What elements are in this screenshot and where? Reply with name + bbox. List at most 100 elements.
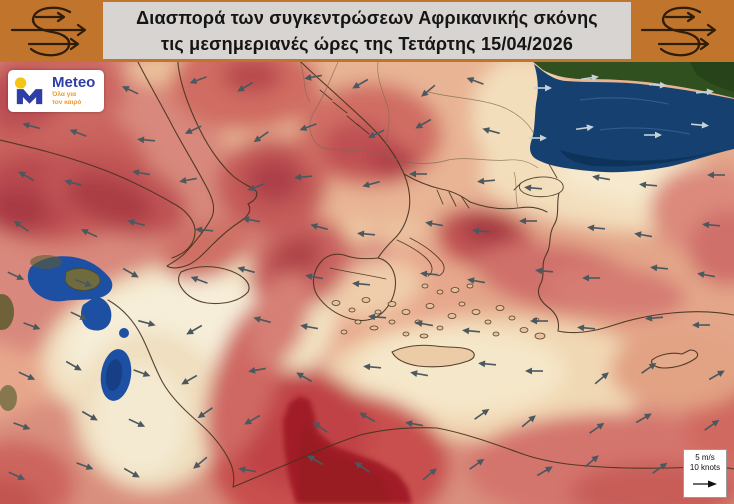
turkey-south-coast bbox=[557, 311, 734, 334]
wind-arrow bbox=[69, 129, 87, 137]
wind-arrow bbox=[121, 86, 139, 95]
wind-arrow bbox=[477, 177, 496, 185]
meteo-logo-name: Meteo bbox=[52, 74, 96, 91]
wind-arrow bbox=[695, 88, 714, 96]
wind-arrow bbox=[247, 183, 265, 191]
wind-arrow bbox=[409, 170, 427, 178]
wind-arrow bbox=[253, 131, 269, 143]
wind-arrow-layer bbox=[7, 73, 725, 481]
north-aegean-coast bbox=[403, 173, 548, 213]
wind-arrow bbox=[179, 176, 198, 184]
wind-arrow bbox=[648, 81, 667, 89]
wind-arrow bbox=[482, 127, 500, 135]
wind-arrow bbox=[521, 415, 536, 428]
crete-coast bbox=[391, 344, 475, 368]
wind-arrow bbox=[305, 273, 324, 281]
wind-arrow bbox=[253, 316, 271, 324]
wind-arrow bbox=[536, 466, 553, 477]
wind-arrow bbox=[466, 77, 484, 85]
wind-arrow bbox=[312, 421, 328, 433]
italy-coast bbox=[137, 62, 258, 269]
wind-arrow bbox=[594, 372, 609, 385]
greece-peloponnese-coast bbox=[312, 235, 398, 322]
country-borders bbox=[299, 62, 539, 209]
wind-arrow bbox=[367, 129, 385, 138]
wind-arrow bbox=[645, 314, 664, 322]
wind-arrow bbox=[132, 169, 151, 177]
wind-arrow bbox=[697, 271, 716, 279]
black-sea-north-coast-land bbox=[533, 62, 734, 98]
wind-arrow bbox=[362, 180, 380, 188]
black-sea bbox=[530, 64, 734, 173]
wind-arrow bbox=[635, 413, 652, 424]
wind-arrow bbox=[530, 317, 548, 325]
wind-arrow bbox=[690, 121, 709, 129]
wind-arrow bbox=[534, 84, 552, 92]
wind-arrow bbox=[368, 313, 387, 321]
meteo-logo: Meteo Όλα για τον καιρό bbox=[8, 70, 105, 112]
wind-arrow bbox=[138, 319, 156, 327]
wind-arrow bbox=[181, 374, 198, 385]
black-sea-region bbox=[530, 62, 734, 173]
wind-arrow bbox=[415, 118, 432, 129]
wind-arrow bbox=[584, 455, 599, 468]
wind-arrow bbox=[23, 322, 41, 330]
wind-arrow bbox=[299, 123, 317, 131]
wind-arrow bbox=[296, 372, 313, 383]
wind-arrow bbox=[310, 223, 328, 231]
wind-arrow bbox=[8, 471, 26, 480]
wind-arrow bbox=[592, 174, 611, 182]
wind-arrow bbox=[18, 371, 36, 380]
wind-arrow bbox=[704, 419, 720, 431]
wind-arrow bbox=[307, 455, 324, 466]
meteo-logo-tagline-line2: τον καιρό bbox=[52, 98, 82, 106]
adriatic-coast bbox=[300, 62, 411, 237]
wind-arrow bbox=[641, 362, 657, 374]
wind-arrow bbox=[575, 124, 594, 132]
wind-arrow bbox=[304, 73, 323, 81]
wind-arrow bbox=[359, 412, 376, 423]
wind-arrow bbox=[13, 422, 31, 430]
wind-arrow bbox=[405, 420, 424, 428]
wind-arrow bbox=[237, 266, 255, 274]
wind-arrow bbox=[238, 466, 257, 474]
wind-arrow bbox=[357, 230, 376, 238]
wind-arrow bbox=[190, 276, 208, 284]
wind-arrow bbox=[587, 224, 606, 232]
turkey-west-coast bbox=[537, 192, 560, 332]
wind-arrow bbox=[415, 320, 434, 328]
wind-arrow bbox=[18, 171, 35, 182]
wind-arrow bbox=[64, 179, 82, 187]
wind-arrow bbox=[707, 171, 725, 179]
wind-arrow bbox=[644, 131, 662, 139]
wind-arrow bbox=[123, 467, 140, 478]
wind-arrow bbox=[237, 81, 254, 92]
wind-arrow bbox=[294, 173, 313, 181]
wind-arrow bbox=[363, 363, 382, 371]
map-title-line1: Διασπορά των συγκεντρώσεων Αφρικανικής σ… bbox=[136, 7, 598, 28]
wind-arrow bbox=[472, 227, 491, 235]
wind-arrow bbox=[352, 78, 369, 89]
wind-arrow bbox=[469, 458, 485, 470]
wind-arrow bbox=[474, 408, 490, 420]
wind-arrow bbox=[708, 370, 725, 381]
wind-arrow bbox=[76, 462, 94, 470]
dust-dispersion-logo-right-icon bbox=[636, 3, 728, 59]
legend-wind-arrow-icon bbox=[693, 480, 717, 488]
wind-arrow bbox=[7, 271, 25, 280]
wind-arrow bbox=[420, 270, 439, 278]
wind-arrow bbox=[467, 277, 486, 285]
dust-forecast-map: Meteo Όλα για τον καιρό 5 m/s 10 knots bbox=[0, 62, 734, 504]
wind-arrow bbox=[462, 327, 481, 335]
wind-arrow bbox=[244, 414, 261, 425]
wind-arrow bbox=[133, 369, 151, 377]
dust-dispersion-logo-left-icon bbox=[6, 3, 98, 59]
wind-arrow bbox=[193, 456, 208, 469]
wind-arrow bbox=[80, 229, 98, 238]
wind-arrow bbox=[519, 217, 537, 225]
wind-arrow bbox=[410, 370, 429, 378]
wind-arrow bbox=[248, 366, 267, 374]
wind-arrow bbox=[195, 226, 214, 234]
wind-arrow bbox=[122, 267, 139, 278]
